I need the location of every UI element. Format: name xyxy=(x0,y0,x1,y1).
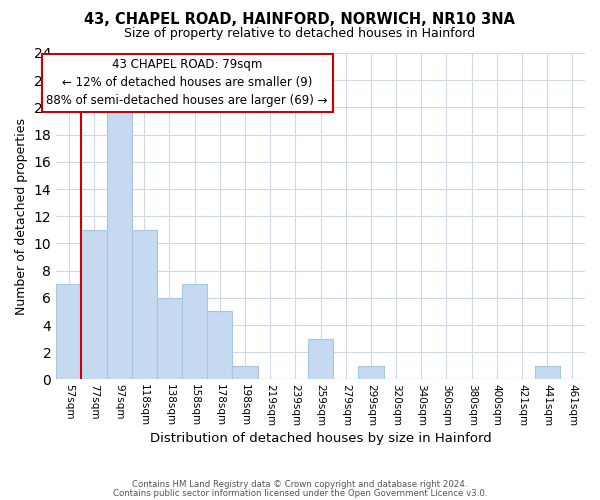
Text: Contains HM Land Registry data © Crown copyright and database right 2024.: Contains HM Land Registry data © Crown c… xyxy=(132,480,468,489)
Bar xyxy=(82,230,107,380)
Bar xyxy=(107,108,132,380)
Bar xyxy=(308,338,333,380)
Bar xyxy=(207,312,232,380)
Bar xyxy=(56,284,82,380)
X-axis label: Distribution of detached houses by size in Hainford: Distribution of detached houses by size … xyxy=(150,432,491,445)
Text: Size of property relative to detached houses in Hainford: Size of property relative to detached ho… xyxy=(124,28,476,40)
Bar xyxy=(535,366,560,380)
Bar xyxy=(157,298,182,380)
Text: 43, CHAPEL ROAD, HAINFORD, NORWICH, NR10 3NA: 43, CHAPEL ROAD, HAINFORD, NORWICH, NR10… xyxy=(85,12,515,28)
Bar xyxy=(132,230,157,380)
Text: 43 CHAPEL ROAD: 79sqm
← 12% of detached houses are smaller (9)
88% of semi-detac: 43 CHAPEL ROAD: 79sqm ← 12% of detached … xyxy=(46,58,328,108)
Text: Contains public sector information licensed under the Open Government Licence v3: Contains public sector information licen… xyxy=(113,488,487,498)
Bar xyxy=(358,366,383,380)
Bar xyxy=(182,284,207,380)
Bar xyxy=(232,366,257,380)
Y-axis label: Number of detached properties: Number of detached properties xyxy=(15,118,28,314)
